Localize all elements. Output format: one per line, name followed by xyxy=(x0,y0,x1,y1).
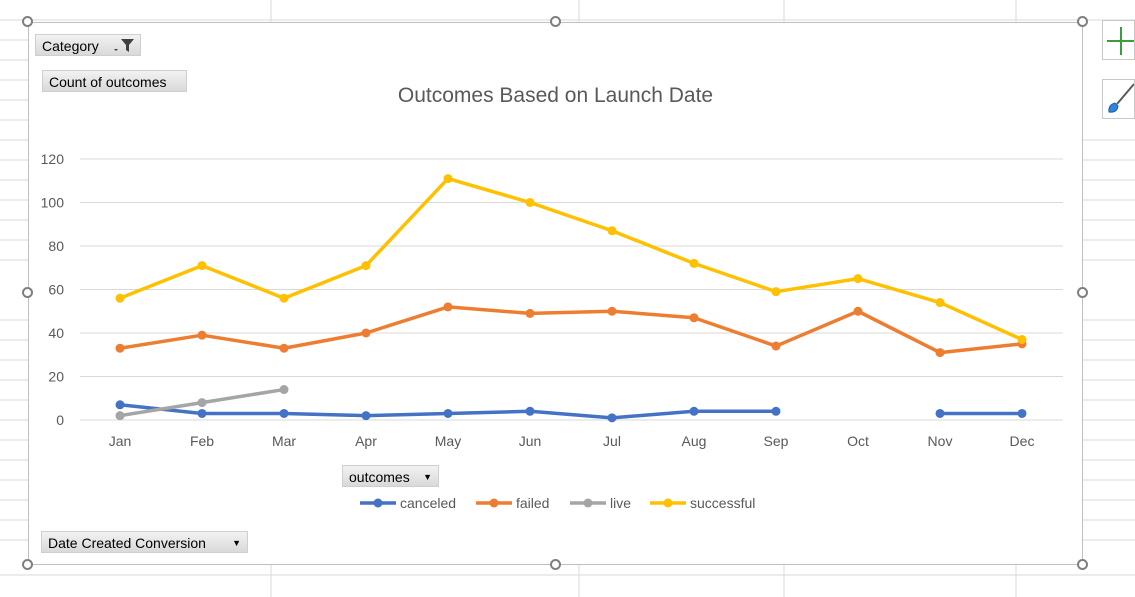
chart-title: Outcomes Based on Launch Date xyxy=(397,84,714,107)
data-point-canceled xyxy=(279,408,289,418)
data-point-failed xyxy=(361,328,371,338)
resize-handle-top-left[interactable] xyxy=(22,16,33,27)
data-point-successful xyxy=(115,293,125,303)
data-point-successful xyxy=(443,174,453,184)
data-point-failed xyxy=(443,302,453,312)
resize-handle-left[interactable] xyxy=(22,287,33,298)
category-filter-label: Category xyxy=(42,38,99,54)
data-point-failed xyxy=(115,343,125,353)
x-tick-label: Aug xyxy=(682,433,707,449)
y-tick-label: 40 xyxy=(48,325,64,341)
series-line-successful xyxy=(118,176,1024,342)
data-point-successful xyxy=(935,298,945,308)
count-of-outcomes-field[interactable]: Count of outcomes xyxy=(42,70,187,92)
data-point-failed xyxy=(197,330,207,340)
chart-styles-button[interactable] xyxy=(1102,79,1135,119)
count-of-outcomes-label: Count of outcomes xyxy=(49,74,167,90)
data-point-live xyxy=(197,398,207,408)
x-tick-label: Oct xyxy=(847,433,869,449)
x-tick-label: Feb xyxy=(190,433,214,449)
date-created-conversion-button[interactable]: Date Created Conversion ▼ xyxy=(41,531,248,553)
outcomes-filter-button[interactable]: outcomes ▼ xyxy=(342,465,439,487)
legend-marker-live xyxy=(583,498,593,508)
data-point-successful xyxy=(279,293,289,303)
resize-handle-bottom[interactable] xyxy=(550,559,561,570)
y-tick-label: 120 xyxy=(41,151,65,167)
data-point-canceled xyxy=(525,406,535,416)
data-point-successful xyxy=(771,287,781,297)
data-point-canceled xyxy=(689,406,699,416)
legend-label-live: live xyxy=(610,495,631,511)
data-point-canceled xyxy=(361,411,371,421)
resize-handle-right[interactable] xyxy=(1077,287,1088,298)
data-point-failed xyxy=(689,313,699,323)
resize-handle-top-right[interactable] xyxy=(1077,16,1088,27)
y-tick-label: 60 xyxy=(48,282,64,298)
data-point-canceled xyxy=(197,408,207,418)
data-point-successful xyxy=(853,274,863,284)
date-created-conversion-label: Date Created Conversion xyxy=(48,535,206,551)
x-tick-label: Apr xyxy=(355,433,377,449)
plus-icon xyxy=(1103,27,1134,63)
legend-label-successful: successful xyxy=(690,495,755,511)
x-tick-label: Nov xyxy=(928,433,953,449)
data-point-successful xyxy=(525,198,535,207)
data-point-failed xyxy=(279,343,289,353)
dropdown-arrow-icon: ▼ xyxy=(423,472,432,482)
data-point-canceled xyxy=(443,408,453,418)
legend-marker-successful xyxy=(663,498,673,508)
x-tick-label: Mar xyxy=(272,433,296,449)
data-point-successful xyxy=(361,261,371,271)
x-tick-label: Jul xyxy=(603,433,621,449)
data-point-failed xyxy=(607,306,617,316)
data-point-canceled xyxy=(771,406,781,416)
x-tick-label: Jun xyxy=(519,433,542,449)
outcomes-filter-label: outcomes xyxy=(349,469,410,485)
data-point-canceled xyxy=(935,408,945,418)
resize-handle-bottom-left[interactable] xyxy=(22,559,33,570)
data-point-canceled xyxy=(115,400,125,410)
x-tick-label: Sep xyxy=(764,433,789,449)
data-point-failed xyxy=(771,341,781,351)
data-point-failed xyxy=(525,308,535,318)
y-tick-label: 80 xyxy=(48,238,64,254)
x-tick-label: Jan xyxy=(109,433,132,449)
data-point-live xyxy=(279,385,289,395)
legend-label-failed: failed xyxy=(516,495,549,511)
category-filter-button[interactable]: Category xyxy=(35,34,141,56)
y-tick-label: 0 xyxy=(56,412,64,428)
data-point-successful xyxy=(1017,335,1027,345)
chart-elements-button[interactable] xyxy=(1102,20,1135,60)
data-point-failed xyxy=(935,348,945,358)
legend-marker-canceled xyxy=(373,498,383,508)
resize-handle-bottom-right[interactable] xyxy=(1077,559,1088,570)
x-tick-label: May xyxy=(435,433,461,449)
data-point-successful xyxy=(607,226,617,236)
data-point-failed xyxy=(853,306,863,316)
data-point-successful xyxy=(689,258,699,268)
data-point-successful xyxy=(197,261,207,271)
series-line-failed xyxy=(118,305,1024,355)
data-point-canceled xyxy=(1017,408,1027,418)
y-tick-label: 100 xyxy=(41,195,65,211)
legend-label-canceled: canceled xyxy=(400,495,456,511)
data-point-live xyxy=(115,411,125,421)
brush-icon xyxy=(1103,83,1135,122)
resize-handle-top[interactable] xyxy=(550,16,561,27)
x-tick-label: Dec xyxy=(1010,433,1035,449)
legend-marker-failed xyxy=(489,498,499,508)
dropdown-arrow-icon: ▼ xyxy=(232,538,241,548)
filter-icon xyxy=(113,38,135,60)
y-tick-label: 20 xyxy=(48,369,64,385)
data-point-canceled xyxy=(607,413,617,423)
